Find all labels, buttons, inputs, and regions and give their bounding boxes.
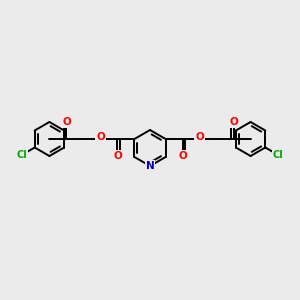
Text: Cl: Cl xyxy=(272,150,283,160)
Text: Cl: Cl xyxy=(17,150,28,160)
Text: O: O xyxy=(229,117,238,127)
Text: O: O xyxy=(62,117,71,127)
Text: O: O xyxy=(113,151,122,161)
Text: O: O xyxy=(178,151,187,161)
Text: O: O xyxy=(96,131,105,142)
Text: N: N xyxy=(146,161,154,171)
Text: O: O xyxy=(195,131,204,142)
